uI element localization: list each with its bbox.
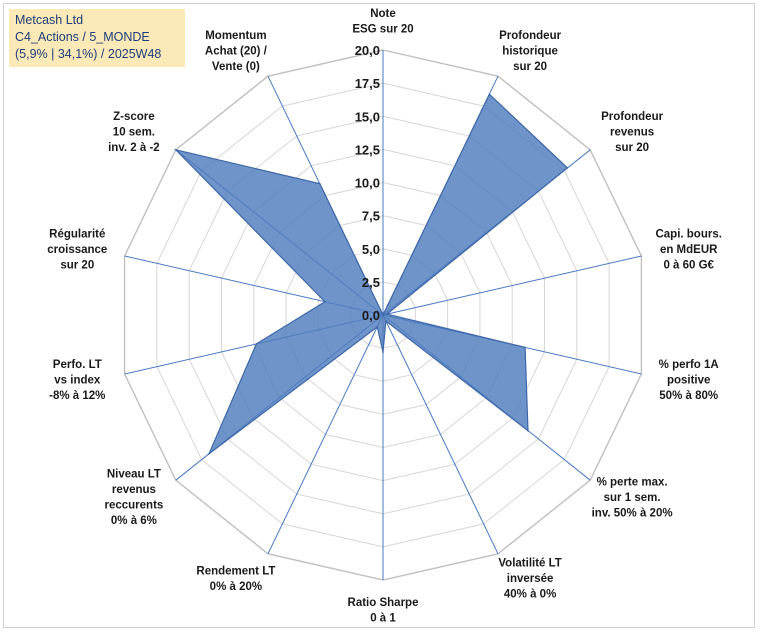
axis-label-line: 0 à 60 G€ — [663, 260, 714, 272]
axis-label-line: Capi. bours. — [655, 229, 721, 241]
axis-label-line: historique — [502, 45, 558, 57]
axis-label: Note ESG sur 20 — [352, 8, 413, 36]
data-point — [382, 314, 384, 316]
axis-spoke — [382, 255, 642, 316]
axis-label-line: en MdEUR — [660, 244, 718, 256]
axis-label-line: Régularité — [49, 229, 105, 241]
axis-label-line: Note — [370, 8, 396, 20]
axis-label: Profondeur revenus sur 20 — [601, 111, 663, 154]
radar-series — [173, 93, 569, 456]
axis-label-line: Profondeur — [601, 111, 663, 123]
axis-label: Momentum Achat (20) / Vente (0) — [205, 30, 268, 73]
radar-tick-labels: 0,0 2,5 5,0 7,5 10,0 12,5 15,0 17,5 20,0 — [355, 43, 380, 323]
axis-label-line: Momentum — [205, 30, 266, 42]
axis-label: Capi. bours. en MdEUR 0 à 60 G€ — [655, 229, 721, 272]
axis-label-line: sur 1 sem. — [604, 492, 661, 504]
axis-spoke — [382, 314, 499, 555]
axis-label: Rendement LT 0% à 20% — [196, 566, 275, 594]
title-line-2: C4_Actions / 5_MONDE — [15, 30, 150, 44]
axis-label: Profondeur historique sur 20 — [499, 30, 561, 73]
axis-label-line: sur 20 — [615, 142, 649, 154]
axis-label-line: sur 20 — [60, 260, 94, 272]
axis-label-line: revenus — [112, 484, 156, 496]
axis-label: Régularité croissance sur 20 — [47, 229, 107, 272]
data-point — [319, 182, 321, 185]
tick-label: 20,0 — [355, 43, 380, 58]
data-point — [175, 149, 177, 151]
data-point — [566, 167, 569, 169]
axis-label-line: Perfo. LT — [53, 359, 102, 371]
tick-label: 12,5 — [355, 142, 380, 157]
axis-label: Volatilité LT inversée 40% à 0% — [498, 558, 561, 601]
axis-label-line: Profondeur — [499, 30, 561, 42]
data-point — [488, 93, 491, 95]
axis-label: % perfo 1A positive 50% à 80% — [659, 359, 719, 402]
axis-label-line: inv. 2 à -2 — [108, 142, 160, 154]
axis-label-line: 40% à 0% — [504, 589, 556, 601]
axis-label-line: inv. 50% à 20% — [592, 507, 673, 519]
data-point — [324, 300, 326, 303]
axis-label: % perte max. sur 1 sem. inv. 50% à 20% — [592, 476, 673, 519]
axis-label-line: % perte max. — [597, 476, 668, 488]
axis-label-line: 50% à 80% — [659, 390, 718, 402]
axis-label-line: 10 sem. — [113, 127, 155, 139]
axis-label-line: inversée — [507, 573, 554, 585]
axis-label: Z-score 10 sem. inv. 2 à -2 — [108, 111, 160, 154]
axis-label-line: revenus — [610, 127, 654, 139]
data-point — [382, 351, 384, 353]
tick-label: 2,5 — [362, 275, 380, 290]
data-point — [255, 343, 258, 345]
axis-label: Niveau LT revenus reccurents 0% à 6% — [104, 469, 163, 528]
axis-label-line: 0 à 1 — [370, 613, 396, 625]
data-point — [527, 429, 529, 432]
axis-label-line: vs index — [54, 374, 101, 386]
axis-label-line: ESG sur 20 — [352, 24, 413, 36]
data-point — [386, 313, 388, 315]
axis-label-line: reccurents — [104, 500, 163, 512]
axis-label: Ratio Sharpe 0 à 1 — [348, 597, 419, 625]
axis-label-line: Vente (0) — [212, 61, 260, 73]
data-point — [208, 453, 210, 455]
axis-label-line: Rendement LT — [196, 566, 275, 578]
tick-label: 17,5 — [355, 76, 380, 91]
axis-label: Perfo. LT vs index -8% à 12% — [49, 359, 105, 402]
tick-label: 15,0 — [355, 109, 380, 124]
axis-label-line: 0% à 6% — [111, 515, 157, 527]
axis-label-line: Z-score — [113, 111, 155, 123]
axis-label-line: Niveau LT — [107, 469, 161, 481]
axis-label-line: sur 20 — [513, 61, 547, 73]
title-line-3: (5,9% | 34,1%) / 2025W48 — [15, 47, 162, 61]
axis-label-line: positive — [667, 374, 710, 386]
tick-label: 5,0 — [362, 242, 380, 257]
radar-axis-labels: Note ESG sur 20 Profondeur historique sur 20… — [47, 8, 722, 625]
chart-title-box: Metcash Ltd C4_Actions / 5_MONDE (5,9% |… — [9, 9, 185, 67]
data-point — [524, 346, 526, 349]
axis-label-line: Ratio Sharpe — [348, 597, 419, 609]
axis-label-line: 0% à 20% — [210, 581, 262, 593]
axis-label-line: -8% à 12% — [49, 390, 105, 402]
axis-label-line: croissance — [47, 244, 107, 256]
data-point — [385, 320, 387, 322]
axis-label-line: % perfo 1A — [659, 359, 719, 371]
tick-label: 10,0 — [355, 176, 380, 191]
title-line-1: Metcash Ltd — [15, 13, 84, 27]
data-point — [376, 326, 379, 328]
axis-spoke — [267, 314, 384, 555]
axis-label-line: Achat (20) / — [205, 45, 268, 57]
axis-label-line: Volatilité LT — [498, 558, 561, 570]
tick-label: 7,5 — [362, 209, 380, 224]
tick-label: 0,0 — [362, 308, 380, 323]
